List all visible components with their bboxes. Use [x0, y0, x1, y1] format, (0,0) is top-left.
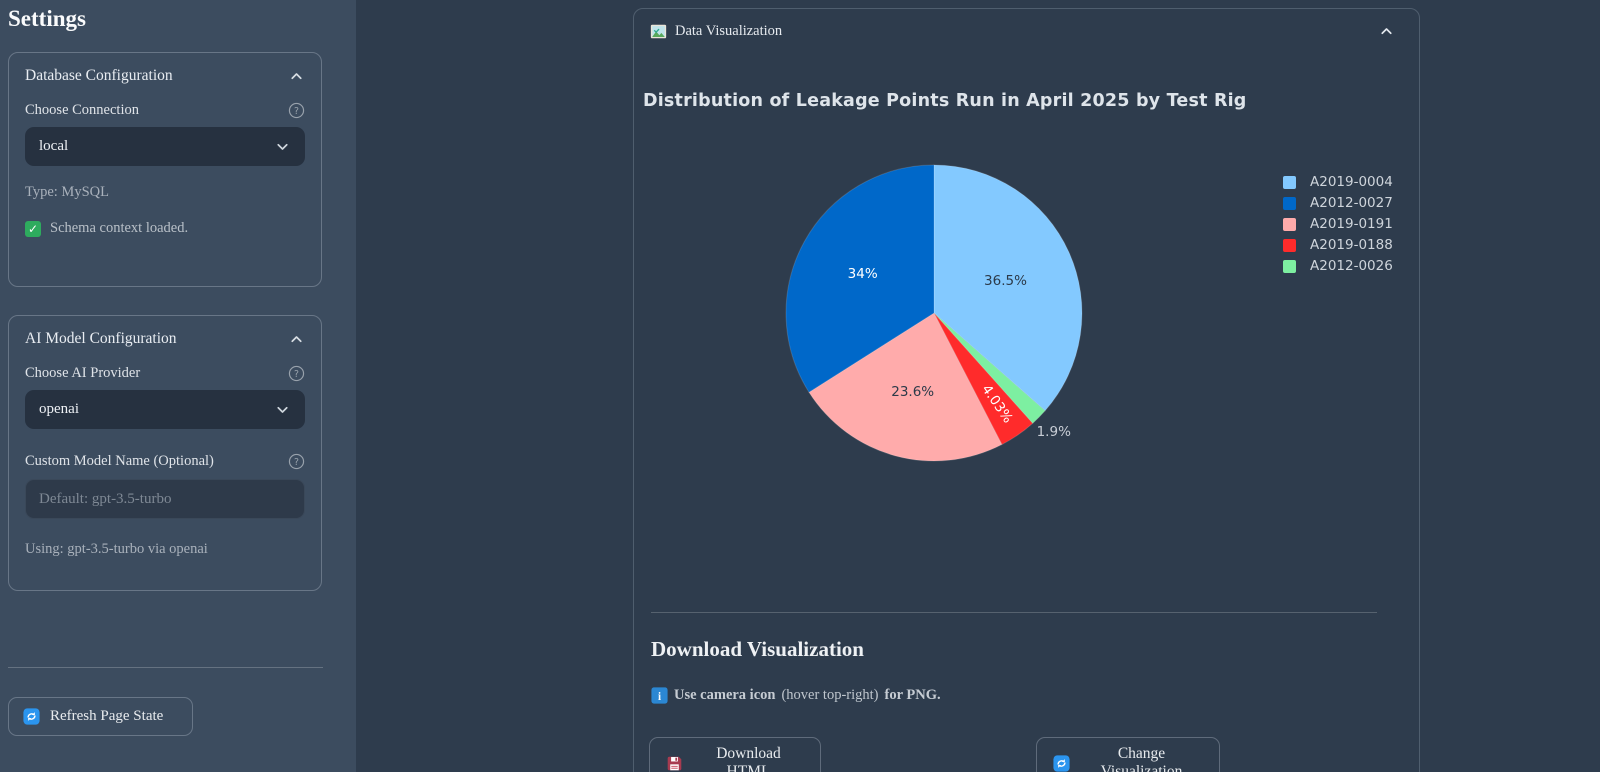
- svg-text:i: i: [658, 691, 661, 703]
- ai-model-configuration-header[interactable]: AI Model Configuration: [25, 330, 305, 348]
- sidebar-title: Settings: [8, 6, 86, 31]
- schema-status-text: Schema context loaded.: [50, 220, 189, 236]
- section-divider: [651, 612, 1377, 613]
- refresh-page-state-button[interactable]: Refresh Page State: [8, 697, 193, 736]
- download-html-button[interactable]: Download HTML: [649, 737, 821, 772]
- connection-select-value: local: [39, 138, 69, 154]
- data-visualization-expander: Data Visualization Distribution of Leaka…: [633, 8, 1420, 772]
- png-hint-row: i Use camera icon (hover top-right) for …: [651, 687, 941, 704]
- legend-swatch: [1283, 259, 1296, 273]
- floppy-disk-icon: [667, 756, 682, 770]
- choose-ai-provider-label: Choose AI Provider: [25, 365, 141, 381]
- change-visualization-button[interactable]: Change Visualization: [1036, 737, 1220, 772]
- svg-text:?: ?: [294, 457, 299, 468]
- data-visualization-expander-header[interactable]: Data Visualization: [634, 9, 1419, 53]
- settings-sidebar: Settings Database Configuration Choose C…: [0, 0, 356, 772]
- help-icon[interactable]: ?: [288, 102, 305, 119]
- chevron-down-icon: [277, 406, 288, 413]
- legend-label: A2012-0026: [1310, 258, 1393, 274]
- sidebar-divider: [8, 667, 323, 668]
- legend-swatch: [1283, 175, 1296, 189]
- help-icon[interactable]: ?: [288, 365, 305, 382]
- chart-legend: A2019-0004 A2012-0027 A2019-0191 A2019-0188…: [1283, 175, 1393, 273]
- ai-model-configuration-card: AI Model Configuration Choose AI Provide…: [8, 315, 322, 591]
- choose-connection-label: Choose Connection: [25, 102, 139, 118]
- refresh-icon: [23, 708, 40, 725]
- pie-chart: 36.5% 1.9% 4.03% 23.6% 34%: [784, 163, 1084, 463]
- help-icon[interactable]: ?: [288, 453, 305, 470]
- ai-provider-select-value: openai: [39, 401, 79, 417]
- chevron-up-icon: [291, 72, 302, 79]
- legend-label: A2019-0004: [1310, 174, 1393, 190]
- refresh-page-state-label: Refresh Page State: [50, 708, 164, 724]
- ai-provider-select[interactable]: openai: [25, 390, 305, 429]
- schema-check-icon: ✓: [25, 220, 41, 237]
- chart-image-icon: [650, 24, 667, 38]
- database-configuration-header[interactable]: Database Configuration: [25, 67, 305, 85]
- chevron-down-icon: [277, 143, 288, 150]
- download-html-label: Download HTML: [716, 745, 781, 772]
- connection-select[interactable]: local: [25, 127, 305, 166]
- pie-slice-A2019-0004[interactable]: [933, 164, 1083, 412]
- legend-item-A2019-0191[interactable]: A2019-0191: [1283, 217, 1393, 231]
- custom-model-name-input[interactable]: [25, 479, 305, 519]
- chevron-up-icon: [291, 335, 302, 342]
- png-hint-normal: (hover top-right): [781, 687, 879, 703]
- expander-title: Data Visualization: [675, 22, 783, 39]
- png-hint-bold-1: Use camera icon: [674, 687, 776, 703]
- legend-swatch: [1283, 238, 1296, 252]
- legend-swatch: [1283, 217, 1296, 231]
- svg-text:?: ?: [294, 369, 299, 380]
- legend-item-A2012-0026[interactable]: A2012-0026: [1283, 259, 1393, 273]
- legend-swatch: [1283, 196, 1296, 210]
- database-configuration-card: Database Configuration Choose Connection…: [8, 52, 322, 287]
- svg-text:?: ?: [294, 106, 299, 117]
- change-visualization-label: Change Visualization: [1100, 745, 1183, 772]
- legend-label: A2012-0027: [1310, 195, 1393, 211]
- pie-slice-A2012-0027[interactable]: [785, 164, 935, 393]
- legend-label: A2019-0191: [1310, 216, 1393, 232]
- legend-item-A2019-0004[interactable]: A2019-0004: [1283, 175, 1393, 189]
- custom-model-name-label: Custom Model Name (Optional): [25, 453, 214, 469]
- legend-label: A2019-0188: [1310, 237, 1393, 253]
- ai-model-configuration-title: AI Model Configuration: [25, 330, 177, 347]
- legend-item-A2019-0188[interactable]: A2019-0188: [1283, 238, 1393, 252]
- download-visualization-heading: Download Visualization: [651, 637, 864, 661]
- pie-slice-A2019-0188[interactable]: [933, 312, 1034, 446]
- pie-slice-A2012-0026[interactable]: [933, 312, 1046, 425]
- db-type-text: Type: MySQL: [25, 184, 109, 200]
- info-icon: i: [651, 687, 668, 704]
- pie-slice-A2019-0191[interactable]: [808, 312, 1003, 462]
- using-model-text: Using: gpt-3.5-turbo via openai: [25, 541, 208, 557]
- chevron-up-icon: [1381, 27, 1392, 34]
- database-configuration-title: Database Configuration: [25, 67, 173, 84]
- pie-svg: [785, 164, 1083, 462]
- chart-title: Distribution of Leakage Points Run in Ap…: [643, 91, 1247, 111]
- png-hint-bold-2: for PNG.: [884, 687, 941, 703]
- refresh-icon: [1053, 754, 1070, 772]
- legend-item-A2012-0027[interactable]: A2012-0027: [1283, 196, 1393, 210]
